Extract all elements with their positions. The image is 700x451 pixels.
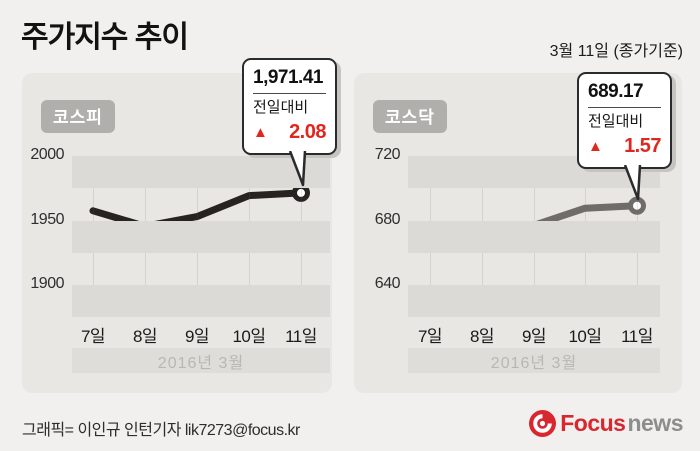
kospi-callout-label: 전일대비 bbox=[253, 99, 309, 116]
x-tick-label: 7일 bbox=[80, 327, 106, 347]
up-triangle-icon: ▲ bbox=[588, 138, 603, 155]
x-tick-label: 10일 bbox=[568, 327, 602, 347]
x-tick-label: 9일 bbox=[184, 327, 210, 347]
kosdaq-callout-change: 1.57 bbox=[624, 135, 661, 157]
kospi-badge: 코스피 bbox=[41, 100, 115, 133]
y-tick-label: 680 bbox=[374, 210, 401, 228]
y-tick-label: 1900 bbox=[30, 275, 64, 292]
x-tick-label: 11일 bbox=[621, 327, 653, 347]
focus-news-logo: Focus news bbox=[529, 409, 683, 437]
kosdaq-callout-change-row: ▲ 1.57 bbox=[588, 135, 661, 158]
callout-tail bbox=[623, 165, 642, 201]
kosdaq-callout: 689.17 전일대비 ▲ 1.57 bbox=[577, 72, 672, 201]
y-tick-label: 640 bbox=[374, 275, 401, 292]
x-tick-label: 8일 bbox=[469, 327, 495, 347]
kospi-callout-value: 1,971.41 bbox=[253, 67, 323, 88]
kospi-callout: 1,971.41 전일대비 ▲ 2.08 bbox=[242, 58, 337, 187]
kosdaq-callout-value: 689.17 bbox=[588, 81, 644, 102]
grid-stripe bbox=[72, 220, 330, 253]
kospi-callout-change-row: ▲ 2.08 bbox=[253, 121, 326, 144]
x-tick-label: 7일 bbox=[417, 327, 443, 347]
up-triangle-icon: ▲ bbox=[253, 124, 268, 141]
callout-divider bbox=[253, 93, 326, 94]
footer-credit: 그래픽= 이인규 인턴기자 lik7273@focus.kr bbox=[22, 422, 300, 439]
grid-stripe bbox=[408, 285, 660, 318]
y-tick-label: 2000 bbox=[30, 146, 64, 163]
kosdaq-badge: 코스닥 bbox=[373, 100, 447, 133]
date-note: 3월 11일 (종가기준) bbox=[549, 43, 683, 60]
x-tick-label: 9일 bbox=[521, 327, 547, 347]
page-title: 주가지수 추이 bbox=[21, 21, 189, 54]
y-tick-label: 1950 bbox=[30, 210, 64, 228]
kosdaq-chart-panel: 코스닥 2016년 3월 7일 8일 9일 10일 11일 720 680 640 bbox=[354, 73, 682, 393]
logo-text-news: news bbox=[627, 409, 683, 436]
kosdaq-month-band: 2016년 3월 bbox=[408, 348, 660, 373]
grid-stripe bbox=[72, 156, 330, 189]
focus-swirl-icon bbox=[529, 409, 557, 437]
x-tick-label: 11일 bbox=[285, 327, 317, 347]
x-tick-label: 8일 bbox=[132, 327, 158, 347]
kospi-month-label: 2016년 3월 bbox=[157, 354, 245, 372]
callout-divider bbox=[588, 107, 661, 108]
y-tick-label: 720 bbox=[374, 146, 401, 163]
kosdaq-callout-label: 전일대비 bbox=[588, 113, 644, 130]
kosdaq-month-label: 2016년 3월 bbox=[490, 354, 578, 372]
logo-text-focus: Focus bbox=[560, 409, 626, 436]
x-tick-label: 10일 bbox=[232, 327, 266, 347]
kospi-callout-change: 2.08 bbox=[289, 121, 326, 143]
kospi-month-band: 2016년 3월 bbox=[72, 348, 330, 373]
callout-tail bbox=[288, 151, 307, 187]
grid-stripe bbox=[408, 220, 660, 253]
grid-stripe bbox=[72, 285, 330, 318]
